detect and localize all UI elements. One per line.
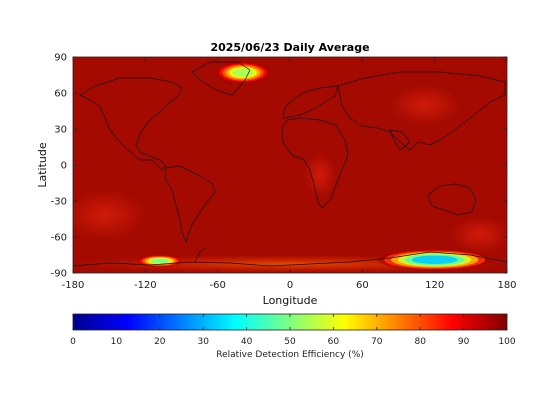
colorbar-tick-label: 40 bbox=[241, 337, 253, 347]
y-tick-label: 60 bbox=[54, 89, 67, 100]
antarctica-west-low-efficiency-contour bbox=[150, 258, 169, 264]
x-tick-label: -120 bbox=[134, 280, 157, 291]
africa-coast bbox=[281, 117, 349, 209]
x-axis-label: Longitude bbox=[263, 294, 318, 307]
y-tick-label: 30 bbox=[54, 125, 67, 136]
greenland-low-efficiency-contour bbox=[232, 68, 254, 77]
south-america-coast bbox=[164, 165, 216, 243]
antarctic-peninsula-coast bbox=[194, 247, 206, 263]
x-tick-label: 180 bbox=[497, 280, 516, 291]
low-efficiency-features bbox=[137, 62, 492, 271]
colorbar-tick-label: 30 bbox=[197, 337, 209, 347]
longitude-axis: -180 -120 -60 0 60 120 180 bbox=[62, 57, 517, 291]
australia-coast bbox=[427, 183, 477, 216]
x-tick-label: -180 bbox=[62, 280, 85, 291]
colorbar-tick-label: 10 bbox=[111, 337, 123, 347]
map-panel bbox=[73, 57, 507, 273]
colorbar-tick-label: 90 bbox=[458, 337, 470, 347]
colorbar-ticks: 0 10 20 30 40 50 60 70 80 90 100 bbox=[70, 314, 516, 347]
asia-north-shade bbox=[390, 85, 460, 125]
colorbar-label: Relative Detection Efficiency (%) bbox=[216, 350, 364, 360]
y-tick-label: 0 bbox=[61, 161, 67, 172]
pacific-southwest-shade bbox=[450, 217, 507, 253]
antarctica-east-low-efficiency-contour bbox=[411, 255, 458, 264]
x-tick-label: 120 bbox=[425, 280, 444, 291]
y-tick-label: -60 bbox=[51, 233, 67, 244]
colorbar-tick-label: 80 bbox=[414, 337, 426, 347]
india-coast bbox=[389, 129, 411, 151]
colorbar-tick-label: 50 bbox=[284, 337, 296, 347]
y-tick-label: -90 bbox=[51, 269, 67, 280]
asia-coast bbox=[337, 71, 506, 151]
y-tick-label: 90 bbox=[54, 53, 67, 64]
latitude-axis: 90 60 30 0 -30 -60 -90 bbox=[51, 53, 507, 280]
pacific-south-shade bbox=[73, 190, 145, 240]
x-tick-label: 60 bbox=[356, 280, 369, 291]
colorbar-tick-label: 20 bbox=[154, 337, 166, 347]
colorbar-tick-label: 70 bbox=[371, 337, 383, 347]
africa-shade bbox=[304, 153, 336, 197]
colorbar-tick-label: 100 bbox=[498, 337, 515, 347]
y-axis-label: Latitude bbox=[36, 142, 49, 188]
colorbar-tick-label: 0 bbox=[70, 337, 76, 347]
coastlines bbox=[73, 61, 507, 267]
antarctica-coast bbox=[73, 251, 507, 267]
antarctica-west-low-efficiency bbox=[137, 255, 183, 267]
colorbar-tick-label: 60 bbox=[328, 337, 340, 347]
north-america-coast bbox=[79, 77, 183, 171]
y-tick-label: -30 bbox=[51, 197, 67, 208]
x-tick-label: -60 bbox=[209, 280, 225, 291]
greenland-low-efficiency bbox=[215, 62, 271, 84]
map-title: 2025/06/23 Daily Average bbox=[210, 41, 369, 54]
greenland-coast bbox=[191, 61, 251, 96]
x-tick-label: 0 bbox=[287, 280, 293, 291]
antarctica-east-low-efficiency bbox=[377, 249, 492, 271]
